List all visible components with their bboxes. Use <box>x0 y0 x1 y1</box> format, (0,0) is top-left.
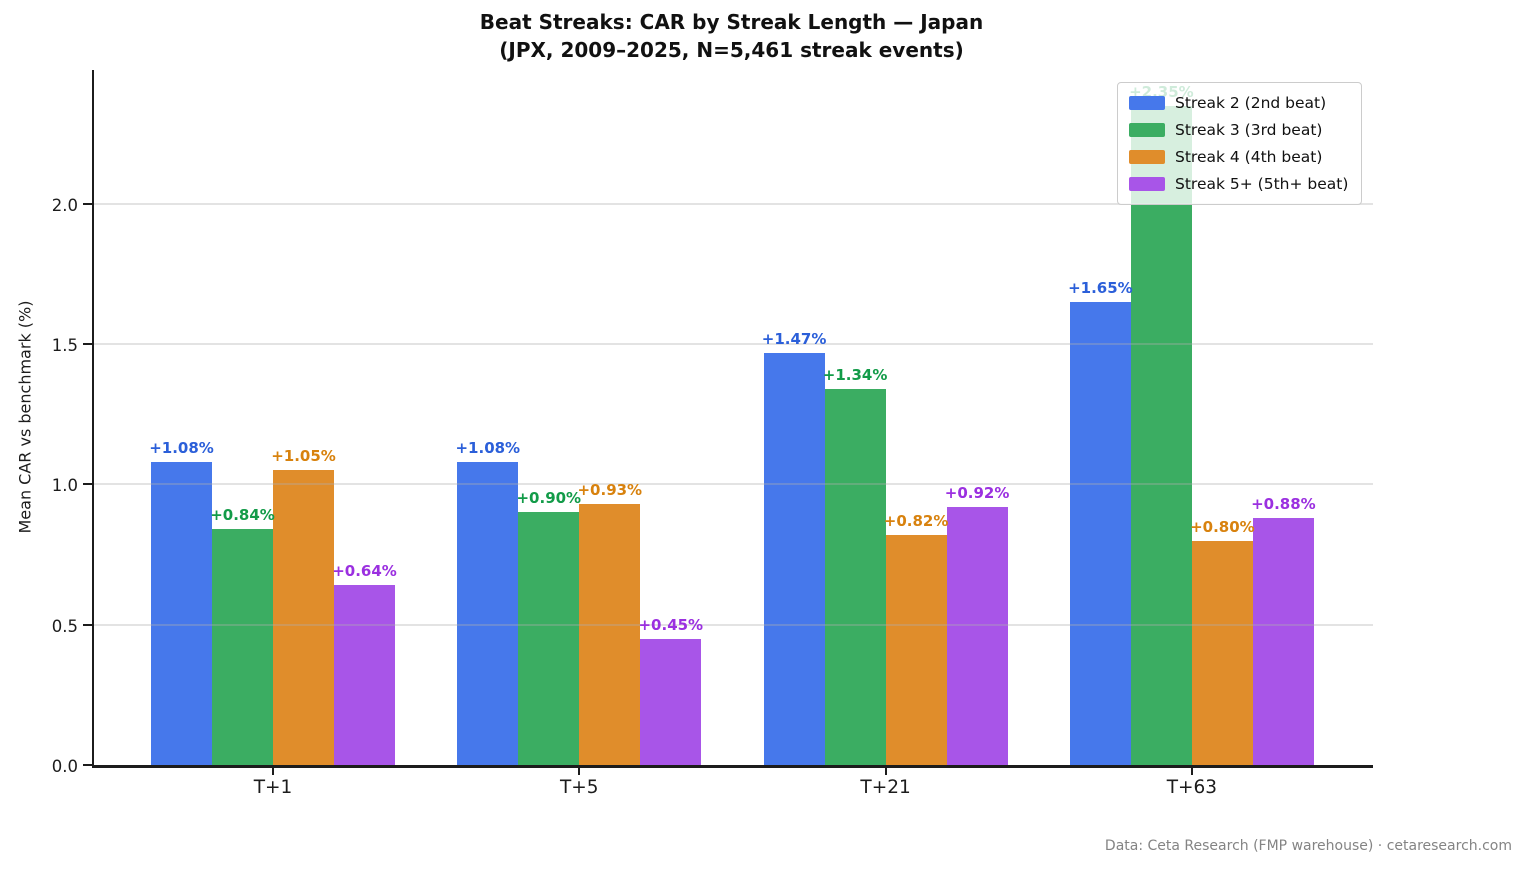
gridline <box>94 202 1373 205</box>
bar-value-label: +1.08% <box>455 438 521 457</box>
y-tick-label: 0.5 <box>51 616 78 636</box>
legend-item-3: Streak 4 (4th beat) <box>1129 146 1348 168</box>
legend-swatch-icon <box>1129 150 1165 164</box>
gridline <box>94 343 1373 346</box>
bar-value-label: +1.34% <box>822 366 888 385</box>
bar-value-label: +0.90% <box>516 489 582 508</box>
y-tick-mark <box>83 764 92 766</box>
bar-value-label: +0.80% <box>1190 517 1255 536</box>
bar-value-label: +1.47% <box>761 329 827 348</box>
plot-area: +1.08% +0.84% +1.05% +0.64% +1.08% +0.90% +0.9… <box>52 70 1373 798</box>
gridline <box>94 623 1373 626</box>
bar-series1-T+1 <box>151 461 212 765</box>
x-tick-label-T+63: T+63 <box>1166 777 1218 798</box>
legend-swatch-icon <box>1129 123 1165 137</box>
bar-series1-T+21 <box>763 352 825 765</box>
y-tick-label: 2.0 <box>51 195 78 215</box>
y-tick-mark <box>83 202 92 205</box>
legend-item-1: Streak 2 (2nd beat) <box>1129 92 1348 114</box>
bar-value-label: +1.05% <box>271 447 336 466</box>
bar-value-label: +0.45% <box>638 615 704 634</box>
bar-series2-T+21 <box>824 389 886 765</box>
legend-item-label: Streak 4 (4th beat) <box>1175 148 1323 166</box>
legend-item-2: Streak 3 (3rd beat) <box>1129 119 1348 141</box>
x-tick-mark <box>578 768 581 775</box>
y-tick-mark <box>83 623 92 626</box>
bar-value-label: +0.82% <box>883 511 949 530</box>
bar-series3-T+63 <box>1191 540 1253 765</box>
x-tick-mark <box>884 768 887 775</box>
bar-series4-T+63 <box>1252 518 1314 765</box>
bar-series4-T+21 <box>946 506 1008 765</box>
bar-value-label: +0.92% <box>944 483 1010 502</box>
bar-series1-T+63 <box>1069 302 1131 765</box>
bar-series2-T+63 <box>1130 105 1192 765</box>
legend: Streak 2 (2nd beat) Streak 3 (3rd beat) St… <box>1117 82 1363 205</box>
x-tick-label-T+1: T+1 <box>253 777 293 798</box>
chart-title: Beat Streaks: CAR by Streak Length — Jap… <box>479 10 984 34</box>
bar-value-label: +0.84% <box>210 506 275 525</box>
bar-value-label: +0.88% <box>1251 495 1316 514</box>
legend-item-label: Streak 3 (3rd beat) <box>1175 121 1323 139</box>
x-tick-label-T+5: T+5 <box>560 777 599 798</box>
legend-item-4: Streak 5+ (5th+ beat) <box>1129 173 1348 195</box>
bar-series4-T+5 <box>640 638 702 765</box>
legend-swatch-icon <box>1129 177 1165 191</box>
legend-item-label: Streak 5+ (5th+ beat) <box>1175 175 1349 193</box>
x-tick-mark <box>272 768 274 775</box>
x-tick-label-T+21: T+21 <box>860 777 911 798</box>
y-tick-mark <box>83 343 92 346</box>
gridline <box>94 483 1373 486</box>
y-tick-mark <box>83 483 92 486</box>
legend-item-label: Streak 2 (2nd beat) <box>1175 94 1327 112</box>
bar-value-label: +0.93% <box>577 481 643 500</box>
legend-swatch-icon <box>1129 96 1165 110</box>
y-tick-label: 1.5 <box>51 336 78 356</box>
bar-series3-T+1 <box>273 470 334 765</box>
bar-value-label: +0.64% <box>332 562 397 581</box>
bar-value-label: +1.65% <box>1068 279 1133 298</box>
bar-series4-T+1 <box>334 585 395 765</box>
y-tick-label: 0.0 <box>51 757 78 776</box>
source-attribution: Data: Ceta Research (FMP warehouse) · ce… <box>1104 838 1512 854</box>
bar-series3-T+5 <box>579 504 641 765</box>
chart-subtitle: (JPX, 2009–2025, N=5,461 streak events) <box>499 38 964 62</box>
x-tick-mark <box>1190 768 1193 775</box>
y-tick-label: 1.0 <box>51 476 78 496</box>
bar-series3-T+21 <box>885 534 947 765</box>
bar-series2-T+5 <box>518 512 580 765</box>
bar-series2-T+1 <box>212 529 273 765</box>
bar-value-label: +1.08% <box>149 438 214 457</box>
bar-series1-T+5 <box>457 461 519 765</box>
